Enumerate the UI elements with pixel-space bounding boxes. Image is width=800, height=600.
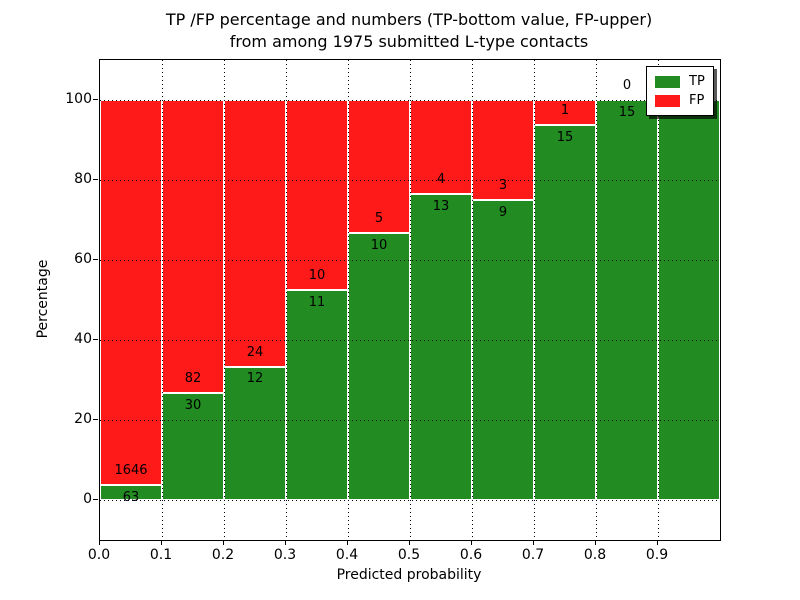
tp-bar-segment: [596, 100, 658, 500]
x-tick-mark: [223, 540, 224, 545]
chart-title: TP /FP percentage and numbers (TP-bottom…: [99, 9, 719, 52]
legend-swatch-fp: [655, 94, 680, 107]
tp-count-label: 15: [556, 129, 574, 145]
v-gridline: [657, 60, 659, 540]
y-tick-mark: [93, 179, 98, 180]
x-tick-mark: [471, 540, 472, 545]
fp-bar-segment: [286, 100, 348, 291]
x-tick-mark: [99, 540, 100, 545]
tp-count-label: 12: [246, 371, 264, 387]
x-tick-mark: [533, 540, 534, 545]
tp-bar-segment: [224, 366, 286, 500]
fp-count-label: 5: [374, 211, 384, 227]
tp-bar-segment: [348, 233, 410, 500]
fp-bar-segment: [100, 100, 162, 486]
x-tick-mark: [595, 540, 596, 545]
fp-bar-segment: [224, 100, 286, 367]
fp-bar-segment: [472, 100, 534, 200]
legend-row-fp: FP: [655, 91, 705, 110]
tp-count-label: 63: [122, 490, 140, 506]
fp-count-label: 4: [436, 172, 446, 188]
plot-area: 16466382302412101151041339115015022: [99, 59, 721, 541]
x-tick-mark: [161, 540, 162, 545]
fp-bar-segment: [162, 100, 224, 393]
x-tick-label: 0.6: [459, 547, 483, 563]
fp-bar-segment: [534, 100, 596, 125]
tp-bar-segment: [658, 100, 720, 500]
x-tick-label: 0.2: [211, 547, 235, 563]
x-tick-label: 0.7: [521, 547, 545, 563]
fp-count-label: 24: [246, 344, 264, 360]
fp-bar-segment: [410, 100, 472, 195]
x-axis-label: Predicted probability: [336, 567, 482, 583]
v-gridline: [471, 60, 473, 540]
tp-bar-segment: [162, 392, 224, 500]
fp-count-label: 3: [498, 178, 508, 193]
tp-count-label: 9: [498, 204, 508, 220]
y-axis-label: Percentage: [35, 259, 51, 339]
y-tick-mark: [93, 99, 98, 100]
legend: TP FP: [646, 66, 714, 116]
tp-bar-segment: [472, 200, 534, 500]
fp-count-label: 10: [308, 268, 326, 284]
v-gridline: [161, 60, 163, 540]
tp-count-label: 13: [432, 198, 450, 214]
y-tick-label: 60: [74, 251, 92, 267]
fp-count-label: 0: [622, 78, 632, 93]
y-tick-mark: [93, 499, 98, 500]
y-tick-mark: [93, 339, 98, 340]
tp-bar-segment: [534, 125, 596, 500]
fp-bar-segment: [348, 100, 410, 234]
v-gridline: [595, 60, 597, 540]
x-tick-label: 0.5: [397, 547, 421, 563]
x-tick-label: 0.1: [149, 547, 173, 563]
legend-row-tp: TP: [655, 72, 705, 91]
x-tick-label: 0.8: [583, 547, 607, 563]
y-tick-label: 40: [74, 331, 92, 347]
y-tick-mark: [93, 419, 98, 420]
fp-count-label: 82: [184, 370, 202, 386]
x-tick-mark: [347, 540, 348, 545]
y-tick-label: 20: [74, 411, 92, 427]
legend-swatch-tp: [655, 75, 680, 88]
chart-title-line2: from among 1975 submitted L-type contact…: [229, 31, 589, 51]
v-gridline: [409, 60, 411, 540]
chart-title-line1: TP /FP percentage and numbers (TP-bottom…: [165, 10, 653, 29]
x-tick-label: 0.3: [273, 547, 297, 563]
x-tick-mark: [285, 540, 286, 545]
y-tick-label: 100: [65, 91, 92, 107]
tp-bar-segment: [410, 194, 472, 500]
v-gridline: [347, 60, 349, 540]
legend-label-fp: FP: [689, 93, 705, 108]
tp-count-label: 10: [370, 238, 388, 254]
tp-bar-segment: [286, 290, 348, 500]
v-gridline: [533, 60, 535, 540]
tp-count-label: 30: [184, 397, 202, 413]
x-tick-label: 0.4: [335, 547, 359, 563]
x-tick-label: 0.0: [87, 547, 111, 563]
legend-label-tp: TP: [689, 74, 705, 89]
tp-count-label: 11: [308, 295, 326, 311]
x-tick-label: 0.9: [645, 547, 669, 563]
x-tick-mark: [657, 540, 658, 545]
v-gridline: [285, 60, 287, 540]
fp-count-label: 1: [560, 103, 570, 118]
y-tick-label: 80: [74, 171, 92, 187]
y-tick-label: 0: [83, 491, 92, 507]
y-tick-mark: [93, 259, 98, 260]
tp-count-label: 15: [618, 104, 636, 120]
fp-count-label: 1646: [114, 463, 148, 479]
v-gridline: [223, 60, 225, 540]
x-tick-mark: [409, 540, 410, 545]
